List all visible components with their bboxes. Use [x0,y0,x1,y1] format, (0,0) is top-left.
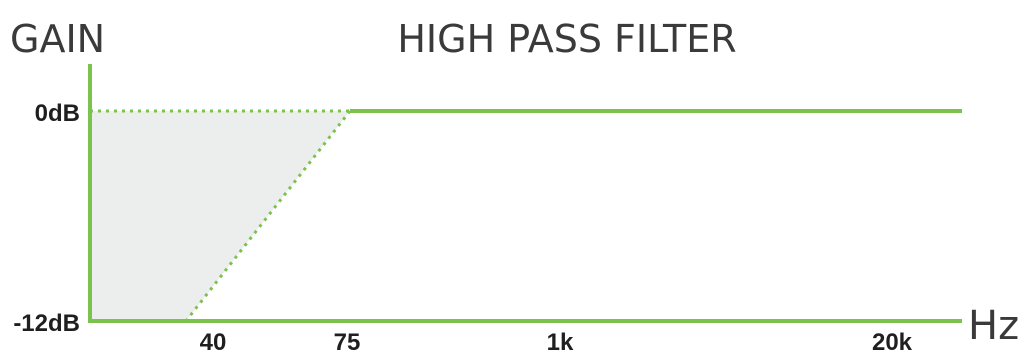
x-tick-20k: 20k [872,329,913,354]
y-tick-minus12db: -12dB [13,310,80,337]
x-tick-1k: 1k [547,329,574,354]
x-axis-label: Hz [968,303,1019,349]
attenuation-region [90,111,350,321]
y-tick-0db: 0dB [35,100,80,127]
chart-title: HIGH PASS FILTER [397,17,736,61]
x-tick-40: 40 [200,329,227,354]
y-axis-label: GAIN [10,17,105,61]
x-tick-75: 75 [334,329,361,354]
